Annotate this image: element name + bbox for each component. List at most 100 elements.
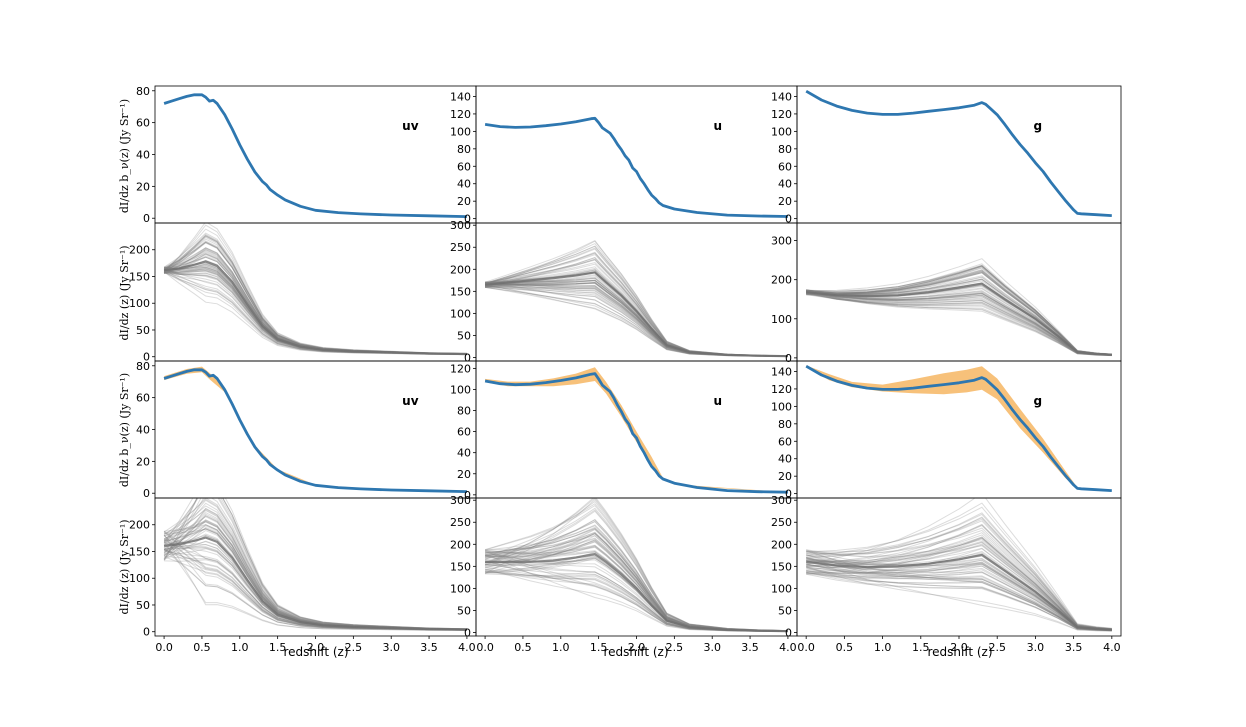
series-line (805, 364, 1112, 492)
sample-line (163, 498, 467, 630)
x-tick-label: 2.0 (628, 641, 646, 654)
sample-line (163, 549, 467, 631)
y-tick-label: 20 (778, 470, 792, 483)
x-tick-label: 3.0 (382, 641, 400, 654)
sample-line (484, 519, 788, 632)
sample-line (163, 534, 467, 631)
sample-line (484, 507, 788, 632)
uncertainty-band (485, 367, 788, 493)
sample-line (806, 291, 1112, 356)
y-tick-label: 140 (771, 90, 792, 103)
panel-r1-c2: 0 20 40 60 80 100 120 140 u (450, 85, 798, 226)
y-tick-label: 60 (778, 160, 792, 173)
svg-text:dI/dz b_ν(z) (Jy Sr⁻¹): dI/dz b_ν(z) (Jy Sr⁻¹) (118, 99, 131, 213)
sample-line (806, 563, 1112, 631)
y-tick-label: 40 (136, 149, 150, 162)
sample-line (806, 527, 1112, 630)
sample-line (484, 500, 788, 632)
sample-line (806, 523, 1112, 630)
y-tick-label: 100 (771, 313, 792, 326)
x-tick-label: 0.0 (476, 641, 494, 654)
sample-line (806, 290, 1112, 356)
y-tick-label: 0 (143, 626, 150, 639)
y-tick-label: 140 (771, 365, 792, 378)
sample-line (806, 571, 1112, 631)
x-tick-label: 0.5 (193, 641, 211, 654)
svg-text:dI/dz b_ν(z) (Jy Sr⁻¹): dI/dz b_ν(z) (Jy Sr⁻¹) (118, 373, 131, 487)
y-tick-label: 40 (778, 178, 792, 191)
y-tick-label: 40 (136, 424, 150, 437)
y-tick-label: 140 (450, 90, 471, 103)
sample-line (806, 517, 1112, 630)
series-line (484, 116, 788, 218)
sample-line (806, 571, 1112, 632)
x-tick-label: 4.0 (1103, 641, 1121, 654)
panels-group: 0 20 40 60 80 uv 0 20 40 60 80 100 120 140 u 0 20 40 60 80 1… (129, 85, 1122, 654)
sample-line (163, 525, 467, 630)
y-tick-label: 200 (771, 274, 792, 287)
sample-line (484, 498, 788, 632)
x-tick-label: 2.0 (307, 641, 325, 654)
y-tick-label: 200 (771, 538, 792, 551)
sample-line (806, 556, 1112, 631)
y-tick-label: 100 (450, 383, 471, 396)
plot-area (484, 367, 788, 494)
y-tick-label: 100 (129, 297, 150, 310)
x-tick-label: 0.5 (836, 641, 854, 654)
y-tick-label: 200 (129, 244, 150, 257)
sample-line (163, 271, 467, 355)
sample-line (163, 540, 467, 631)
band-label-uv: uv (402, 119, 419, 133)
sample-line (163, 224, 467, 354)
svg-text:dI/dz (z) (Jy Sr⁻¹): dI/dz (z) (Jy Sr⁻¹) (118, 519, 131, 614)
panel-r3-c3: 0 20 40 60 80 100 120 140 g (771, 360, 1122, 501)
sample-line (806, 289, 1112, 357)
sample-line (484, 560, 788, 632)
sample-line (806, 549, 1112, 631)
y-tick-label: 60 (457, 160, 471, 173)
uncertainty-band (164, 366, 467, 492)
band-label-u: u (714, 119, 723, 133)
y-tick-label: 150 (129, 270, 150, 283)
y-tick-label: 250 (771, 516, 792, 529)
sample-median-line (485, 552, 788, 633)
sample-line (806, 292, 1112, 356)
sample-line (164, 543, 467, 631)
sample-line (806, 292, 1112, 356)
y-tick-label: 100 (450, 307, 471, 320)
y-tick-label: 0 (143, 351, 150, 364)
panel-r4-c2: 0 50 100 150 200 250 300 0.0 0.5 1.0 1.5 2.0 2.5 3.0 3… (450, 494, 798, 654)
sample-line (164, 267, 467, 355)
plot-area (163, 93, 467, 218)
x-tick-label: 2.5 (666, 641, 684, 654)
sample-line (806, 506, 1112, 630)
y-tick-label: 300 (450, 494, 471, 507)
sample-line (163, 498, 467, 630)
sample-line (806, 563, 1112, 631)
sample-line (484, 568, 788, 633)
x-tick-label: 1.0 (552, 641, 570, 654)
y-tick-label: 250 (450, 516, 471, 529)
plot-area (805, 364, 1112, 492)
x-tick-label: 3.0 (703, 641, 721, 654)
y-tick-label: 20 (457, 195, 471, 208)
y-tick-label: 20 (136, 455, 150, 468)
sample-line (164, 265, 467, 355)
sample-line (163, 498, 467, 630)
uncertainty-band (806, 365, 1112, 491)
y-tick-label: 300 (771, 235, 792, 248)
plot-area (806, 258, 1112, 357)
panel-r4-c3: 0 50 100 150 200 250 300 0.0 0.5 1.0 1.5 2.0 2.5 3.0 3… (771, 494, 1122, 654)
y-tick-label: 50 (778, 604, 792, 617)
y-tick-label: 0 (464, 626, 471, 639)
sample-line (806, 520, 1112, 630)
y-tick-label: 120 (771, 108, 792, 121)
y-tick-label: 100 (129, 572, 150, 585)
y-tick-label: 50 (457, 604, 471, 617)
sample-line (163, 549, 467, 631)
sample-median-line (806, 553, 1112, 631)
y-tick-label: 150 (450, 560, 471, 573)
sample-line (806, 560, 1112, 631)
band-label-g: g (1034, 119, 1043, 133)
